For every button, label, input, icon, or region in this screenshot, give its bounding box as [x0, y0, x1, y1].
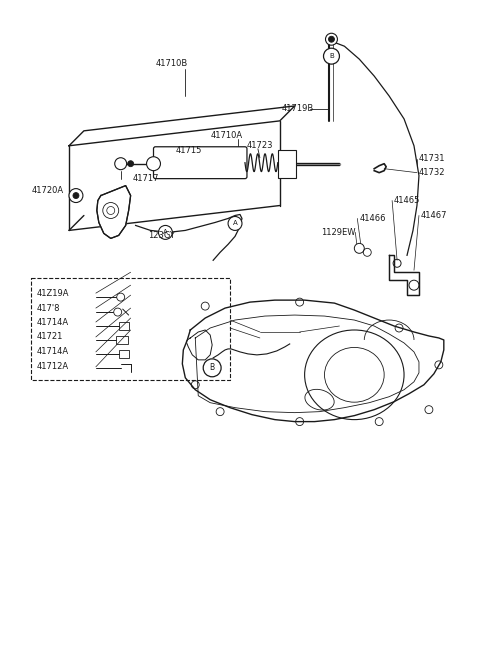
Text: B: B [329, 53, 334, 59]
Polygon shape [97, 186, 131, 238]
Text: 41717: 41717 [132, 174, 159, 183]
Text: 41714A: 41714A [36, 317, 68, 327]
Text: 41712A: 41712A [36, 363, 68, 371]
Circle shape [324, 48, 339, 64]
Circle shape [128, 161, 133, 167]
Circle shape [328, 36, 335, 42]
Text: 41467: 41467 [421, 211, 447, 220]
Text: 41719B: 41719B [282, 104, 314, 114]
Text: 41714A: 41714A [36, 348, 68, 356]
Bar [116, 336, 128, 344]
Text: 41731: 41731 [419, 154, 445, 163]
Circle shape [325, 34, 337, 45]
Circle shape [107, 206, 115, 214]
Bar [119, 350, 129, 358]
Text: B: B [210, 363, 215, 373]
Text: 41720A: 41720A [31, 186, 63, 195]
Text: 41723: 41723 [247, 141, 274, 150]
Circle shape [146, 157, 160, 171]
Text: 41Z19A: 41Z19A [36, 288, 69, 298]
Text: 41715: 41715 [175, 147, 202, 155]
Bar [278, 150, 296, 177]
Text: 41732: 41732 [419, 168, 445, 177]
Circle shape [69, 189, 83, 202]
Circle shape [73, 193, 79, 198]
Text: 41710B: 41710B [156, 58, 188, 68]
Circle shape [158, 225, 172, 239]
Circle shape [203, 359, 221, 377]
Bar [119, 322, 129, 330]
Text: 123GY: 123GY [148, 231, 176, 240]
Text: 417'8: 417'8 [36, 304, 60, 313]
Text: 41710A: 41710A [210, 131, 242, 141]
Text: 41465: 41465 [394, 196, 420, 205]
Text: 41466: 41466 [360, 214, 386, 223]
Text: 1129EW: 1129EW [322, 228, 356, 237]
Polygon shape [389, 256, 419, 295]
Text: A: A [233, 221, 238, 227]
Text: 41721: 41721 [36, 332, 62, 342]
FancyBboxPatch shape [154, 147, 247, 179]
Circle shape [115, 158, 127, 170]
Circle shape [228, 216, 242, 231]
Text: A: A [163, 229, 168, 235]
Circle shape [354, 243, 364, 254]
